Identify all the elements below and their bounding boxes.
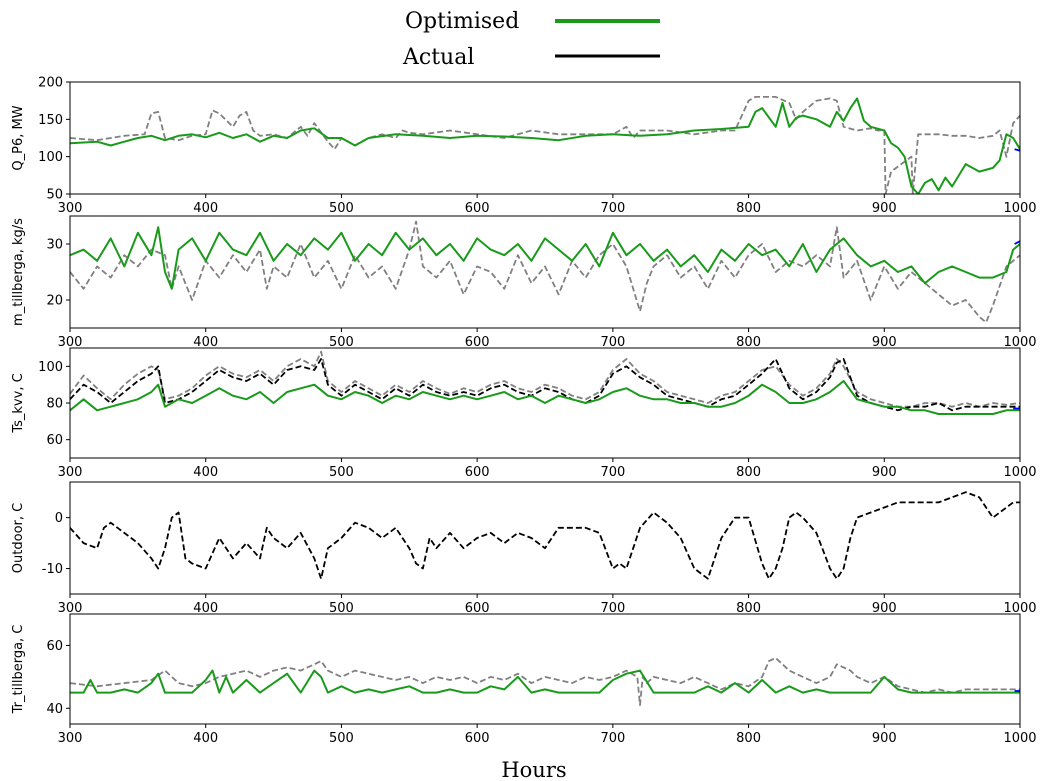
x-tick-label: 400 [193, 201, 218, 216]
x-tick-label: 300 [58, 731, 83, 746]
x-tick-label: 600 [465, 201, 490, 216]
series-line-gray-1 [70, 220, 1020, 324]
y-tick-label: 60 [46, 433, 63, 448]
x-tick-label: 1000 [1003, 601, 1036, 616]
x-tick-label: 700 [600, 201, 625, 216]
x-tick-label: 900 [872, 601, 897, 616]
x-tick-label: 300 [58, 465, 83, 480]
series-line-black-1 [70, 491, 1020, 580]
y-tick-label: 0 [55, 511, 63, 526]
x-axis-label: Hours [501, 758, 566, 781]
y-tick-label: 20 [46, 294, 63, 309]
x-tick-label: 300 [58, 201, 83, 216]
series-line-green-2 [70, 97, 1020, 194]
y-tick-label: 150 [38, 113, 63, 128]
y-axis-label: Outdoor, C [11, 503, 26, 573]
series-line-blue-3 [1014, 148, 1020, 152]
x-tick-label: 700 [600, 465, 625, 480]
axes-frame [69, 215, 1021, 329]
y-axis-label: m_tillberga, kg/s [11, 218, 26, 326]
x-tick-label: 700 [600, 335, 625, 350]
x-tick-label: 900 [872, 465, 897, 480]
y-tick-label: 50 [46, 188, 63, 203]
y-axis-label: Ts_kvv, C [11, 373, 26, 433]
x-tick-label: 700 [600, 601, 625, 616]
panel-1: 50 100 150 200 300 400 500 600 700 800 900 1000 Q_P6… [11, 76, 1037, 217]
y-tick-label: 40 [46, 702, 63, 717]
panel-3: 60 80 100 300 400 500 600 700 800 900 1000 Ts_kvv, … [11, 347, 1037, 480]
x-tick-label: 900 [872, 201, 897, 216]
x-tick-label: 400 [193, 731, 218, 746]
axes-frame [69, 613, 1021, 725]
x-tick-label: 900 [872, 731, 897, 746]
series-line-green-2 [70, 226, 1020, 290]
y-tick-label: 200 [38, 76, 63, 91]
y-tick-label: 100 [38, 360, 63, 375]
x-tick-label: 1000 [1003, 731, 1036, 746]
x-tick-label: 1000 [1003, 465, 1036, 480]
x-tick-label: 800 [736, 731, 761, 746]
series-line-gray-1 [70, 96, 1020, 194]
series-line-green-2 [70, 669, 1020, 694]
y-tick-label: 100 [38, 150, 63, 165]
series-line-black-2 [70, 358, 1020, 412]
y-axis-label: Q_P6, MW [11, 105, 26, 170]
panel-5: 40 60 300 400 500 600 700 800 900 1000 Tr_tillberg… [11, 613, 1037, 746]
x-tick-label: 500 [329, 335, 354, 350]
x-tick-label: 800 [736, 465, 761, 480]
x-tick-label: 300 [58, 335, 83, 350]
legend-label-actual: Actual [402, 45, 474, 70]
x-tick-label: 1000 [1003, 335, 1036, 350]
axes-frame [69, 81, 1021, 195]
y-axis-label: Tr_tillberga, C [11, 625, 26, 715]
x-tick-label: 700 [600, 731, 625, 746]
x-tick-label: 800 [736, 201, 761, 216]
x-tick-label: 500 [329, 201, 354, 216]
y-tick-label: 30 [46, 238, 63, 253]
series-line-blue-3 [1014, 240, 1020, 245]
x-tick-label: 600 [465, 465, 490, 480]
legend-label-optimised: Optimised [405, 9, 519, 34]
x-tick-label: 400 [193, 601, 218, 616]
x-tick-label: 500 [329, 465, 354, 480]
axes-frame [69, 481, 1021, 595]
x-tick-label: 500 [329, 601, 354, 616]
series-line-gray-1 [70, 350, 1020, 408]
x-tick-label: 600 [465, 731, 490, 746]
legend: Optimised Actual [402, 9, 660, 70]
panel-2: 20 30 300 400 500 600 700 800 900 1000 m_tillberga… [11, 215, 1037, 350]
x-tick-label: 300 [58, 601, 83, 616]
x-tick-label: 500 [329, 731, 354, 746]
y-tick-label: -10 [42, 562, 63, 577]
x-tick-label: 600 [465, 601, 490, 616]
x-tick-label: 800 [736, 601, 761, 616]
x-tick-label: 400 [193, 335, 218, 350]
series-line-gray-1 [70, 657, 1020, 706]
panel-4: -10 0 300 400 500 600 700 800 900 1000 Outdoor, C [11, 481, 1037, 616]
x-tick-label: 900 [872, 335, 897, 350]
x-tick-label: 1000 [1003, 201, 1036, 216]
y-tick-label: 60 [46, 639, 63, 654]
x-tick-label: 600 [465, 335, 490, 350]
x-tick-label: 800 [736, 335, 761, 350]
series-line-green-3 [70, 380, 1020, 415]
y-tick-label: 80 [46, 397, 63, 412]
x-tick-label: 400 [193, 465, 218, 480]
